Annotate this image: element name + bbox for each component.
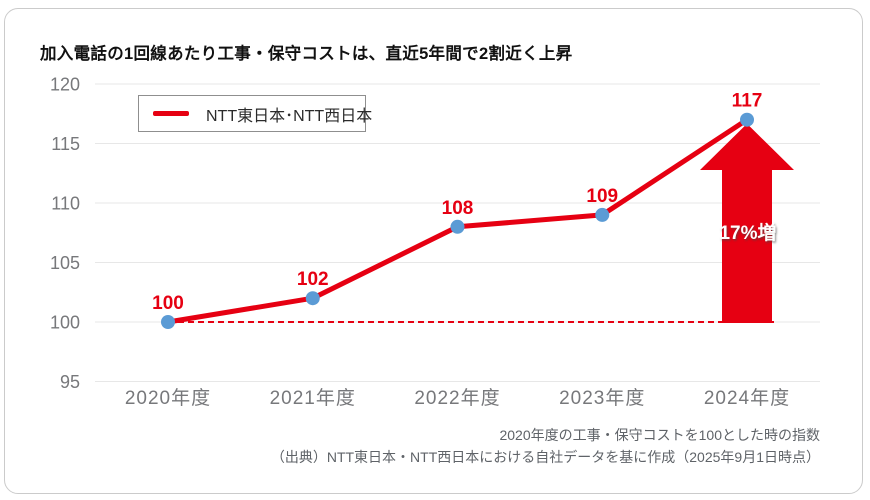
increase-arrow	[700, 123, 794, 323]
x-axis-tick-label: 2022年度	[414, 387, 500, 409]
footnote: 2020年度の工事・保守コストを100とした時の指数 （出典）NTT東日本・NT…	[271, 424, 820, 468]
data-point	[740, 112, 754, 127]
y-axis-tick-label: 115	[51, 134, 80, 154]
legend-series-label: NTT東日本･NTT西日本	[206, 107, 373, 125]
data-point-label: 102	[297, 269, 329, 290]
data-point	[450, 219, 465, 234]
y-axis-tick-label: 105	[50, 253, 80, 273]
chart-title: 加入電話の1回線あたり工事・保守コストは、直近5年間で2割近く上昇	[40, 45, 573, 63]
y-axis-tick-label: 120	[50, 75, 80, 95]
y-axis-tick-label: 95	[60, 372, 80, 392]
x-axis-tick-label: 2021年度	[270, 387, 356, 409]
chart-card: 加入電話の1回線あたり工事・保守コストは、直近5年間で2割近く上昇 95 100 1…	[4, 8, 863, 494]
increase-arrow-label: 17%増	[719, 221, 776, 244]
x-axis-tick-label: 2020年度	[125, 387, 211, 409]
data-point-label: 108	[442, 198, 474, 219]
data-point-label: 100	[152, 293, 184, 314]
legend-box: NTT東日本･NTT西日本	[138, 95, 372, 132]
y-axis-tick-label: 110	[51, 194, 80, 214]
data-point-label: 109	[586, 186, 618, 207]
footnote-index-note: 2020年度の工事・保守コストを100とした時の指数	[499, 427, 820, 443]
data-point	[161, 315, 175, 329]
data-point-label: 117	[732, 91, 763, 112]
data-point	[305, 291, 320, 306]
legend-line-swatch	[153, 111, 189, 116]
y-axis-tick-label: 100	[50, 313, 80, 333]
x-axis-tick-label: 2023年度	[559, 387, 645, 409]
footnote-source-note: （出典）NTT東日本・NTT西日本における自社データを基に作成（2025年9月1…	[270, 449, 820, 465]
x-axis-tick-label: 2024年度	[704, 387, 790, 409]
data-point	[595, 207, 610, 222]
